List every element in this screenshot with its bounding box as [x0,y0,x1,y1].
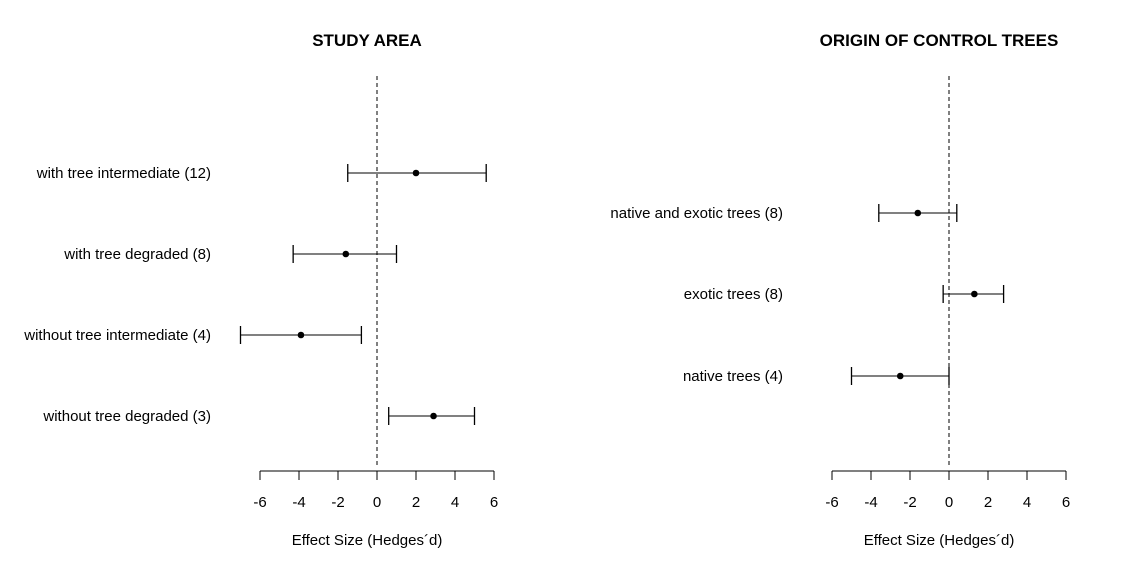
row-label: with tree intermediate (12) [36,165,211,182]
row-label: exotic trees (8) [684,286,783,303]
row-label: with tree degraded (8) [63,246,211,263]
x-tick-label: -4 [292,494,305,511]
chart-title: STUDY AREA [312,31,422,50]
x-tick-label: -2 [331,494,344,511]
x-tick-label: 6 [490,494,498,511]
x-tick-label: 2 [984,494,992,511]
x-tick-label: -6 [825,494,838,511]
chart-panel-2: ORIGIN OF CONTROL TREES -6 -4 -2 0 2 4 6 Effect … [610,31,1070,549]
x-tick-label: 0 [373,494,381,511]
x-tick-label: -2 [903,494,916,511]
effect-size-point [971,290,978,298]
chart-panel-1: STUDY AREA -6 -4 -2 0 2 4 6 Effect Size (Hedges´… [23,31,498,549]
chart-title: ORIGIN OF CONTROL TREES [820,31,1059,50]
row-label: without tree intermediate (4) [23,327,211,344]
x-axis-label: Effect Size (Hedges´d) [864,532,1015,549]
row-label: native and exotic trees (8) [610,205,783,222]
x-tick-label: 2 [412,494,420,511]
effect-size-point [914,209,922,217]
effect-size-point [342,250,350,258]
x-tick-label: -4 [864,494,877,511]
x-tick-label: -6 [253,494,266,511]
x-axis-label: Effect Size (Hedges´d) [292,532,443,549]
x-tick-label: 4 [1023,494,1031,511]
x-tick-label: 4 [451,494,459,511]
row-label: without tree degraded (3) [42,408,211,425]
x-tick-label: 6 [1062,494,1070,511]
effect-size-point [896,372,904,380]
row-label: native trees (4) [683,368,783,385]
effect-size-point [297,331,305,339]
effect-size-point [430,412,437,420]
effect-size-point [412,169,420,177]
x-tick-label: 0 [945,494,953,511]
